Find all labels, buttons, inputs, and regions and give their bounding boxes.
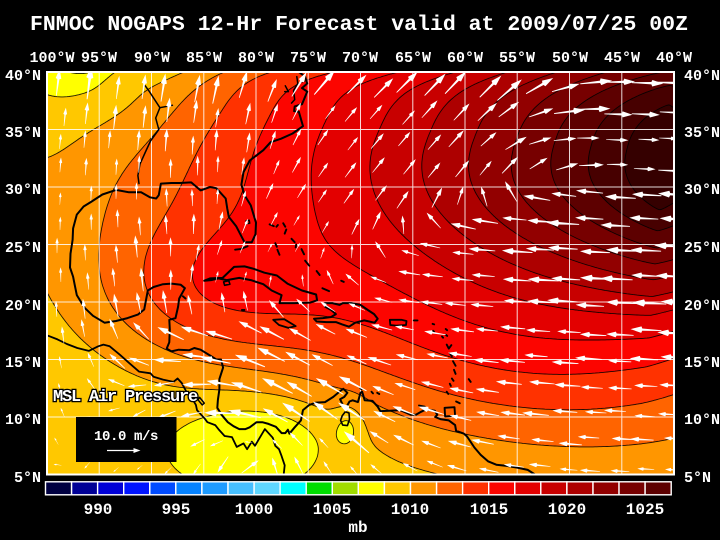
- svg-text:20°N: 20°N: [5, 298, 41, 315]
- svg-text:1010: 1010: [391, 501, 429, 519]
- svg-text:45°W: 45°W: [604, 50, 640, 67]
- svg-text:40°N: 40°N: [684, 68, 720, 85]
- svg-text:95°W: 95°W: [81, 50, 117, 67]
- svg-text:1025: 1025: [626, 501, 664, 519]
- svg-text:35°N: 35°N: [684, 125, 720, 142]
- svg-text:5°N: 5°N: [14, 470, 41, 487]
- svg-text:5°N: 5°N: [684, 470, 711, 487]
- svg-text:80°W: 80°W: [238, 50, 274, 67]
- svg-text:990: 990: [84, 501, 113, 519]
- svg-text:1015: 1015: [470, 501, 508, 519]
- svg-text:40°N: 40°N: [5, 68, 41, 85]
- svg-text:FNMOC NOGAPS 12-Hr Forecast va: FNMOC NOGAPS 12-Hr Forecast valid at 200…: [30, 13, 688, 37]
- svg-text:15°N: 15°N: [684, 355, 720, 372]
- svg-text:10.0 m/s: 10.0 m/s: [94, 429, 158, 445]
- svg-text:10°N: 10°N: [684, 412, 720, 429]
- svg-text:30°N: 30°N: [5, 182, 41, 199]
- svg-text:995: 995: [162, 501, 191, 519]
- svg-text:75°W: 75°W: [290, 50, 326, 67]
- svg-text:20°N: 20°N: [684, 298, 720, 315]
- svg-text:90°W: 90°W: [134, 50, 170, 67]
- svg-text:35°N: 35°N: [5, 125, 41, 142]
- svg-text:60°W: 60°W: [447, 50, 483, 67]
- svg-text:55°W: 55°W: [499, 50, 535, 67]
- svg-text:40°W: 40°W: [656, 50, 692, 67]
- svg-text:1020: 1020: [548, 501, 586, 519]
- svg-text:1000: 1000: [235, 501, 273, 519]
- svg-text:15°N: 15°N: [5, 355, 41, 372]
- svg-text:10°N: 10°N: [5, 412, 41, 429]
- svg-text:25°N: 25°N: [5, 240, 41, 257]
- svg-text:1005: 1005: [313, 501, 351, 519]
- svg-text:mb: mb: [348, 519, 367, 537]
- svg-text:25°N: 25°N: [684, 240, 720, 257]
- svg-text:100°W: 100°W: [29, 50, 74, 67]
- svg-text:30°N: 30°N: [684, 182, 720, 199]
- svg-text:50°W: 50°W: [552, 50, 588, 67]
- svg-text:65°W: 65°W: [395, 50, 431, 67]
- svg-text:85°W: 85°W: [186, 50, 222, 67]
- svg-text:70°W: 70°W: [342, 50, 378, 67]
- svg-text:MSL Air Pressure: MSL Air Pressure: [53, 388, 198, 407]
